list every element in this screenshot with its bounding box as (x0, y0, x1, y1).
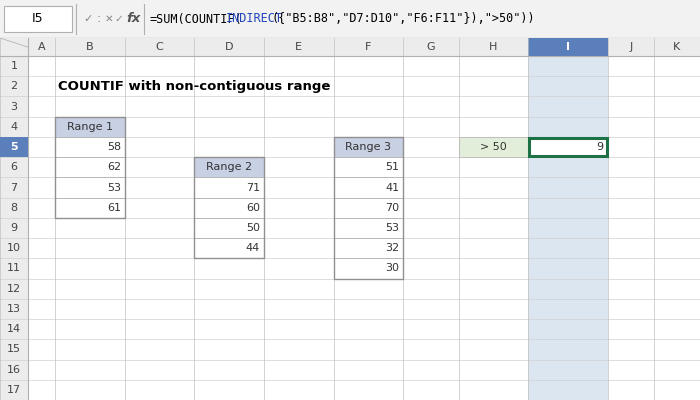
Text: ✓: ✓ (83, 14, 92, 24)
Bar (55, 137, 125, 157)
Bar (458, 137, 528, 157)
Bar (55, 157, 125, 178)
Text: Range 1: Range 1 (67, 122, 113, 132)
Bar (528, 137, 608, 157)
Text: H: H (489, 42, 498, 52)
Bar (55, 117, 125, 218)
Bar (195, 198, 264, 218)
Text: 16: 16 (7, 365, 21, 375)
Bar (334, 218, 403, 238)
Text: 3: 3 (10, 102, 18, 112)
Text: 71: 71 (246, 182, 260, 192)
Bar (55, 198, 125, 218)
Bar (55, 178, 125, 198)
Text: 50: 50 (246, 223, 260, 233)
Text: 7: 7 (10, 182, 18, 192)
Text: :: : (97, 12, 101, 26)
Text: K: K (673, 42, 680, 52)
Bar (4, 6, 72, 32)
Text: 9: 9 (596, 142, 604, 152)
Bar (334, 157, 403, 178)
Text: I5: I5 (32, 12, 44, 26)
Bar (334, 137, 403, 157)
Text: ({"B5:B8","D7:D10","F6:F11"}),">50")): ({"B5:B8","D7:D10","F6:F11"}),">50")) (272, 12, 536, 26)
Bar (195, 218, 264, 238)
Bar (529, 138, 607, 156)
Bar (528, 56, 608, 400)
Text: 53: 53 (107, 182, 121, 192)
Text: 9: 9 (10, 223, 18, 233)
Bar (334, 238, 403, 258)
Text: 13: 13 (7, 304, 21, 314)
Text: 41: 41 (385, 182, 399, 192)
Text: Range 2: Range 2 (206, 162, 252, 172)
Text: 8: 8 (10, 203, 18, 213)
Text: B: B (86, 42, 94, 52)
Text: D: D (225, 42, 234, 52)
Text: ✕: ✕ (104, 14, 113, 24)
Text: J: J (629, 42, 633, 52)
Text: E: E (295, 42, 302, 52)
Text: Range 3: Range 3 (345, 142, 391, 152)
Text: 15: 15 (7, 344, 21, 354)
Bar (195, 157, 264, 258)
Text: C: C (156, 42, 164, 52)
Text: 10: 10 (7, 243, 21, 253)
Text: 44: 44 (246, 243, 260, 253)
Text: A: A (38, 42, 46, 52)
Text: 51: 51 (385, 162, 399, 172)
Text: 62: 62 (107, 162, 121, 172)
Bar (0, 56, 28, 400)
Text: 70: 70 (385, 203, 399, 213)
Bar (334, 258, 403, 278)
Bar (0, 137, 28, 157)
Text: INDIRECT: INDIRECT (225, 12, 282, 26)
Bar (528, 38, 608, 56)
Text: I: I (566, 42, 570, 52)
Text: 61: 61 (107, 203, 121, 213)
Text: 14: 14 (7, 324, 21, 334)
Bar (334, 137, 403, 278)
Text: 11: 11 (7, 264, 21, 274)
Text: 12: 12 (7, 284, 21, 294)
Text: COUNTIF with non-contiguous range: COUNTIF with non-contiguous range (58, 80, 330, 93)
Bar (195, 157, 264, 178)
Text: fx: fx (126, 12, 140, 26)
Text: 17: 17 (7, 385, 21, 395)
Text: 6: 6 (10, 162, 18, 172)
Text: 5: 5 (10, 142, 18, 152)
Bar (55, 117, 125, 137)
Text: G: G (426, 42, 435, 52)
Bar (195, 178, 264, 198)
Text: 58: 58 (107, 142, 121, 152)
Text: 1: 1 (10, 61, 18, 71)
Bar (334, 178, 403, 198)
Bar (0, 38, 700, 56)
Text: ✓: ✓ (115, 14, 123, 24)
Text: 2: 2 (10, 81, 18, 91)
Bar (334, 198, 403, 218)
Text: 30: 30 (385, 264, 399, 274)
Text: 60: 60 (246, 203, 260, 213)
Text: 53: 53 (385, 223, 399, 233)
Text: 4: 4 (10, 122, 18, 132)
Text: =SUM(COUNTIF(: =SUM(COUNTIF( (150, 12, 243, 26)
Text: > 50: > 50 (480, 142, 507, 152)
Bar (195, 238, 264, 258)
Text: 32: 32 (385, 243, 399, 253)
Text: F: F (365, 42, 372, 52)
Bar (0, 38, 28, 56)
